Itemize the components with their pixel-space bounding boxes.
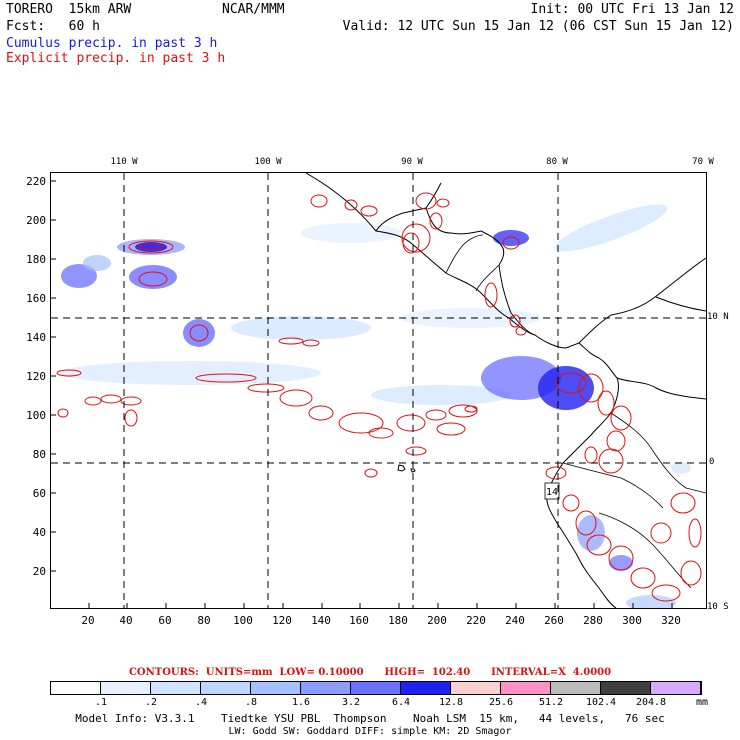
legend-tick-label: 3.2	[341, 697, 361, 708]
legend-tick-label: 25.6	[488, 697, 514, 708]
legend-swatch	[651, 682, 701, 694]
model-info-line1: Model Info: V3.3.1 Tiedtke YSU PBL Thomp…	[75, 712, 665, 725]
explicit-precip-contours	[56, 192, 702, 602]
lat-label-0: 0	[709, 457, 715, 467]
y-tick-label: 100	[26, 409, 46, 422]
y-tick-label: 80	[32, 448, 46, 461]
model-info-line2: LW: Godd SW: Goddard DIFF: simple KM: 2D…	[228, 726, 512, 737]
explicit-precip-label: Explicit precip. in past 3 h	[6, 51, 226, 66]
legend-swatch	[501, 682, 551, 694]
color-legend	[50, 681, 702, 695]
legend-tick-label: 51.2	[538, 697, 564, 708]
contours-info: CONTOURS: UNITS=mm LOW= 0.10000 HIGH= 10…	[128, 667, 612, 678]
legend-tick-label: .8	[244, 697, 258, 708]
valid-time: Valid: 12 UTC Sun 15 Jan 12 (06 CST Sun …	[342, 19, 734, 34]
lon-label-100w: 100 W	[254, 157, 282, 167]
lat-label-10s: 10 S	[707, 602, 729, 612]
legend-tick-label: 6.4	[391, 697, 411, 708]
y-tick-label: 220	[26, 175, 46, 188]
legend-swatch	[251, 682, 301, 694]
axis-ticks	[51, 180, 673, 608]
y-tick-label: 200	[26, 214, 46, 227]
map-region-label: 14	[546, 487, 558, 498]
y-tick-label: 180	[26, 253, 46, 266]
x-tick-label: 20	[81, 614, 95, 627]
legend-swatch	[51, 682, 101, 694]
legend-swatch	[551, 682, 601, 694]
x-tick-label: 140	[311, 614, 331, 627]
legend-swatch	[401, 682, 451, 694]
x-tick-label: 40	[119, 614, 133, 627]
x-tick-label: 280	[583, 614, 603, 627]
legend-swatch	[601, 682, 651, 694]
cumulus-precip-label: Cumulus precip. in past 3 h	[6, 36, 218, 51]
x-tick-label: 80	[197, 614, 211, 627]
country-borders	[445, 234, 706, 589]
y-tick-label: 160	[26, 292, 46, 305]
legend-swatch	[351, 682, 401, 694]
legend-unit: mm	[696, 697, 709, 708]
legend-swatch	[201, 682, 251, 694]
legend-swatch	[101, 682, 151, 694]
legend-tick-label: .2	[144, 697, 158, 708]
init-time: Init: 00 UTC Fri 13 Jan 12	[530, 2, 735, 17]
x-tick-label: 300	[622, 614, 642, 627]
legend-tick-label: 102.4	[585, 697, 617, 708]
x-tick-label: 120	[272, 614, 292, 627]
legend-swatch	[151, 682, 201, 694]
center-name: NCAR/MMM	[222, 2, 285, 17]
y-tick-label: 120	[26, 370, 46, 383]
x-tick-label: 320	[661, 614, 681, 627]
x-tick-label: 260	[544, 614, 564, 627]
x-tick-label: 160	[349, 614, 369, 627]
lat-label-10n: 10 N	[707, 312, 729, 322]
latlon-grid	[51, 173, 706, 608]
legend-tick-label: 1.6	[291, 697, 311, 708]
legend-tick-label: .4	[194, 697, 208, 708]
x-tick-label: 220	[466, 614, 486, 627]
x-tick-label: 60	[158, 614, 172, 627]
lon-label-70w: 70 W	[692, 157, 714, 167]
legend-swatch	[451, 682, 501, 694]
model-title: TORERO 15km ARW	[6, 2, 132, 17]
y-tick-label: 40	[32, 526, 46, 539]
x-tick-label: 100	[233, 614, 253, 627]
x-tick-label: 180	[388, 614, 408, 627]
y-tick-label: 20	[32, 565, 46, 578]
forecast-hour: Fcst: 60 h	[6, 19, 100, 34]
legend-tick-label: 204.8	[635, 697, 667, 708]
legend-swatch	[301, 682, 351, 694]
y-tick-label: 60	[32, 487, 46, 500]
y-tick-label: 140	[26, 331, 46, 344]
x-tick-label: 240	[505, 614, 525, 627]
x-tick-label: 200	[427, 614, 447, 627]
precip-map: 14	[50, 172, 707, 609]
lon-label-110w: 110 W	[110, 157, 138, 167]
legend-tick-label: 12.8	[438, 697, 464, 708]
lon-label-90w: 90 W	[401, 157, 423, 167]
legend-tick-label: .1	[94, 697, 108, 708]
lon-label-80w: 80 W	[546, 157, 568, 167]
cumulus-precip-areas	[61, 204, 691, 608]
